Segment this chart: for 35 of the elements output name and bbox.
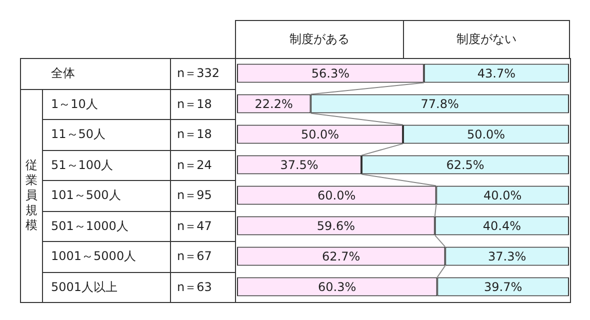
- data-label: 62.7%: [322, 249, 360, 264]
- y-tick-label: 1～10人: [42, 88, 171, 120]
- data-label: 77.8%: [420, 96, 459, 111]
- data-label: 56.3%: [311, 66, 350, 80]
- text: n＝332: [170, 58, 236, 90]
- data-label: 37.5%: [280, 158, 318, 172]
- y-tick-label: 全体: [20, 58, 171, 90]
- data-label: 60.0%: [318, 188, 356, 202]
- data-label: 50.0%: [300, 127, 340, 142]
- y-tick-label: 101～500人: [42, 180, 171, 212]
- data-label: 37.3%: [488, 249, 526, 264]
- data-label: 22.2%: [254, 96, 293, 111]
- data-label: 62.5%: [446, 158, 484, 172]
- text: n＝63: [170, 272, 236, 303]
- series-label: 制度がない: [402, 20, 570, 59]
- text: n＝24: [170, 150, 236, 181]
- y-tick-label: 51～100人: [42, 150, 171, 181]
- y-tick-label: 501～1000人: [42, 210, 171, 242]
- text: n＝47: [170, 210, 236, 242]
- y-tick-label: 1001～5000人: [42, 241, 171, 272]
- data-label: 50.0%: [466, 127, 506, 142]
- data-label: 60.3%: [318, 280, 356, 294]
- text: n＝95: [170, 180, 236, 212]
- data-label: 40.4%: [482, 218, 521, 233]
- y-tick-label: 11～50人: [42, 119, 171, 150]
- text: n＝18: [170, 88, 236, 120]
- text: n＝67: [170, 241, 236, 272]
- y-tick-label: 5001人以上: [42, 272, 171, 303]
- text: 従業員規模: [26, 158, 38, 233]
- data-label: 39.7%: [484, 280, 522, 294]
- text: n＝18: [170, 119, 236, 150]
- data-label: 43.7%: [477, 66, 516, 80]
- data-label: 40.0%: [484, 188, 522, 202]
- series-label: 制度がある: [235, 20, 404, 59]
- data-label: 59.6%: [316, 218, 355, 233]
